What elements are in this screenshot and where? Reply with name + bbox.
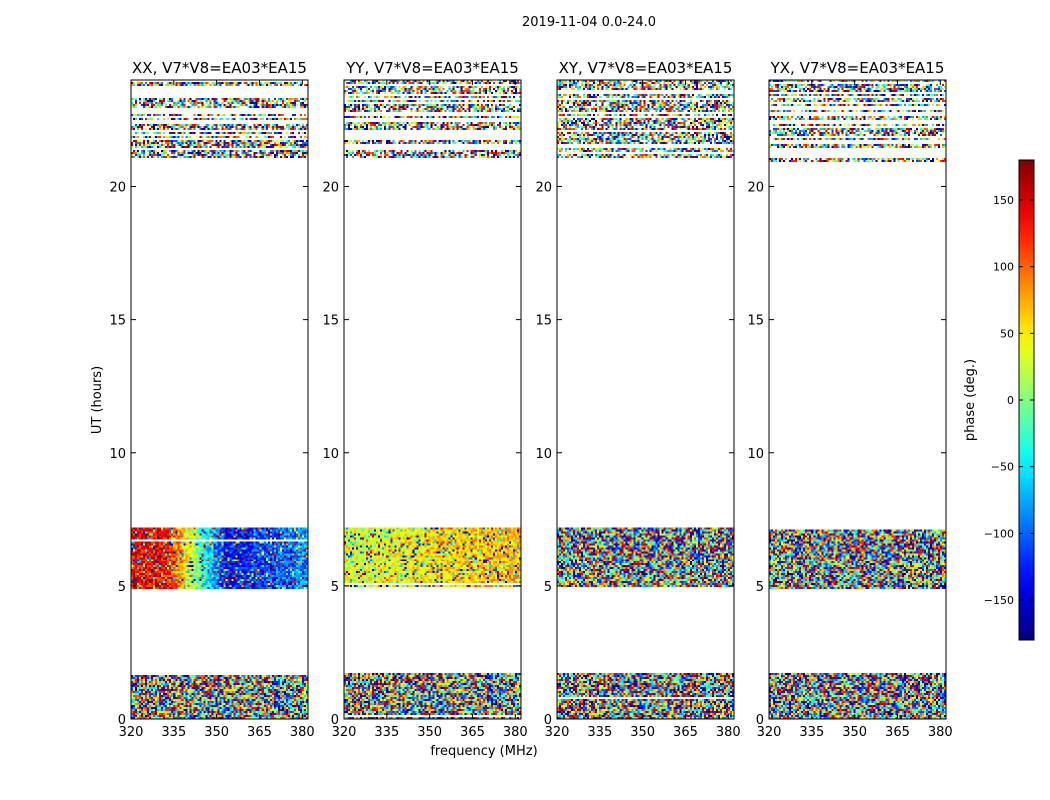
heatmap-image <box>557 80 734 719</box>
colorbar-tick-label: 100 <box>993 261 1014 274</box>
x-tick-label: 365 <box>673 725 698 740</box>
plot-frame <box>556 79 735 720</box>
y-tick-label: 15 <box>322 314 339 329</box>
y-tick-label: 10 <box>109 447 126 462</box>
x-tick-label: 350 <box>842 725 867 740</box>
x-tick-label: 320 <box>332 725 357 740</box>
plot-frame <box>130 79 309 720</box>
panel-3: 320 335 350 365 380 0 5 10 15 20 YX, V7*V8=EA03*EA… <box>747 59 952 740</box>
colorbar-tick-label: 150 <box>993 194 1014 207</box>
panel-title: YX, V7*V8=EA03*EA15 <box>770 59 945 77</box>
colorbar: 150 100 50 0 −50 −100 −150 <box>984 159 1035 641</box>
colorbar-tick-label: 50 <box>1000 327 1014 340</box>
x-tick-label: 320 <box>119 725 144 740</box>
colorbar-label: phase (deg.) <box>963 359 978 441</box>
y-axis-label: UT (hours) <box>90 366 105 434</box>
panel-1: 320 335 350 365 380 0 5 10 15 20 YY, V7*V8=EA03*EA… <box>322 59 527 740</box>
panels: 320 335 350 365 380 0 5 10 15 20 XX, V7*V8=EA03*EA… <box>109 59 952 740</box>
plot-frame <box>768 79 947 720</box>
panel-title: YY, V7*V8=EA03*EA15 <box>345 59 519 77</box>
heatmap-image <box>344 80 521 719</box>
x-tick-label: 365 <box>885 725 910 740</box>
colorbar-tick-label: 0 <box>1007 394 1014 407</box>
panel-title: XY, V7*V8=EA03*EA15 <box>559 59 733 77</box>
y-tick-label: 0 <box>756 713 764 728</box>
x-tick-label: 335 <box>161 725 186 740</box>
colorbar-tick-label: −100 <box>984 527 1014 540</box>
y-tick-label: 20 <box>535 181 552 196</box>
heatmap-image <box>131 80 308 719</box>
x-tick-label: 350 <box>204 725 229 740</box>
y-tick-label: 10 <box>535 447 552 462</box>
colorbar-tick-label: −50 <box>991 461 1014 474</box>
x-tick-label: 365 <box>460 725 485 740</box>
y-tick-label: 15 <box>109 314 126 329</box>
panel-2: 320 335 350 365 380 0 5 10 15 20 XY, V7*V8=EA03*EA… <box>535 59 740 740</box>
y-tick-label: 20 <box>747 181 764 196</box>
y-tick-label: 15 <box>747 314 764 329</box>
y-tick-label: 10 <box>747 447 764 462</box>
y-tick-label: 20 <box>109 181 126 196</box>
figure-title: 2019-11-04 0.0-24.0 <box>522 15 656 30</box>
y-tick-label: 15 <box>535 314 552 329</box>
plot-frame <box>343 79 522 720</box>
x-tick-label: 335 <box>587 725 612 740</box>
panel-title: XX, V7*V8=EA03*EA15 <box>132 59 307 77</box>
x-tick-label: 380 <box>716 725 741 740</box>
x-tick-label: 380 <box>928 725 953 740</box>
x-axis-label: frequency (MHz) <box>430 744 537 759</box>
x-tick-label: 350 <box>630 725 655 740</box>
y-tick-label: 5 <box>544 580 552 595</box>
x-tick-label: 365 <box>247 725 272 740</box>
y-tick-label: 0 <box>331 713 339 728</box>
y-tick-label: 5 <box>331 580 339 595</box>
colorbar-tick-label: −150 <box>984 594 1014 607</box>
y-tick-label: 10 <box>322 447 339 462</box>
x-tick-label: 380 <box>503 725 528 740</box>
x-tick-label: 320 <box>757 725 782 740</box>
y-tick-label: 0 <box>118 713 126 728</box>
y-tick-label: 5 <box>756 580 764 595</box>
panel-0: 320 335 350 365 380 0 5 10 15 20 XX, V7*V8=EA03*EA… <box>109 59 314 740</box>
x-tick-label: 320 <box>545 725 570 740</box>
heatmap-image <box>769 80 946 719</box>
x-tick-label: 335 <box>799 725 824 740</box>
x-tick-label: 380 <box>290 725 315 740</box>
y-tick-label: 0 <box>544 713 552 728</box>
y-tick-label: 5 <box>118 580 126 595</box>
y-tick-label: 20 <box>322 181 339 196</box>
x-tick-label: 350 <box>417 725 442 740</box>
x-tick-label: 335 <box>374 725 399 740</box>
